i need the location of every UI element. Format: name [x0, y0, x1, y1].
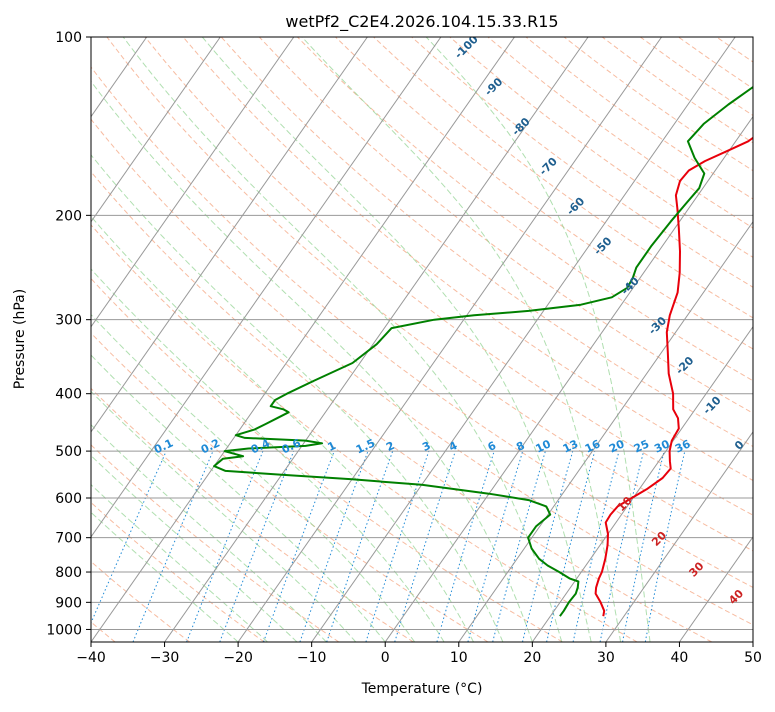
x-tick-label: −10: [297, 650, 327, 666]
y-tick-label: 900: [55, 595, 82, 611]
y-axis: 100 200 300 400 500 600 700 800 900 1000: [46, 30, 91, 638]
x-tick-label: 50: [744, 650, 762, 666]
x-axis-label: Temperature (°C): [361, 681, 483, 697]
x-tick-label: 10: [450, 650, 468, 666]
y-tick-label: 600: [55, 491, 82, 507]
y-tick-label: 200: [55, 208, 82, 224]
x-axis: −40 −30 −20 −10 0 10 20 30 40 50: [76, 642, 762, 666]
y-tick-label: 500: [55, 444, 82, 460]
x-tick-label: 30: [597, 650, 615, 666]
x-tick-label: 40: [671, 650, 689, 666]
y-axis-label: Pressure (hPa): [12, 289, 28, 389]
isotherm: [753, 37, 775, 642]
y-tick-label: 400: [55, 387, 82, 403]
dry-adiabat: [755, 37, 775, 642]
y-tick-label: 800: [55, 565, 82, 581]
y-tick-label: 1000: [46, 622, 82, 638]
y-tick-label: 700: [55, 531, 82, 547]
x-tick-label: −40: [76, 650, 106, 666]
isotherm: [0, 37, 73, 642]
chart-title: wetPf2_C2E4.2026.104.15.33.R15: [285, 12, 558, 32]
y-tick-label: 300: [55, 313, 82, 329]
x-tick-label: 0: [381, 650, 390, 666]
y-tick-label: 100: [55, 30, 82, 46]
x-tick-label: 20: [523, 650, 541, 666]
x-tick-label: −30: [150, 650, 180, 666]
x-tick-label: −20: [223, 650, 253, 666]
